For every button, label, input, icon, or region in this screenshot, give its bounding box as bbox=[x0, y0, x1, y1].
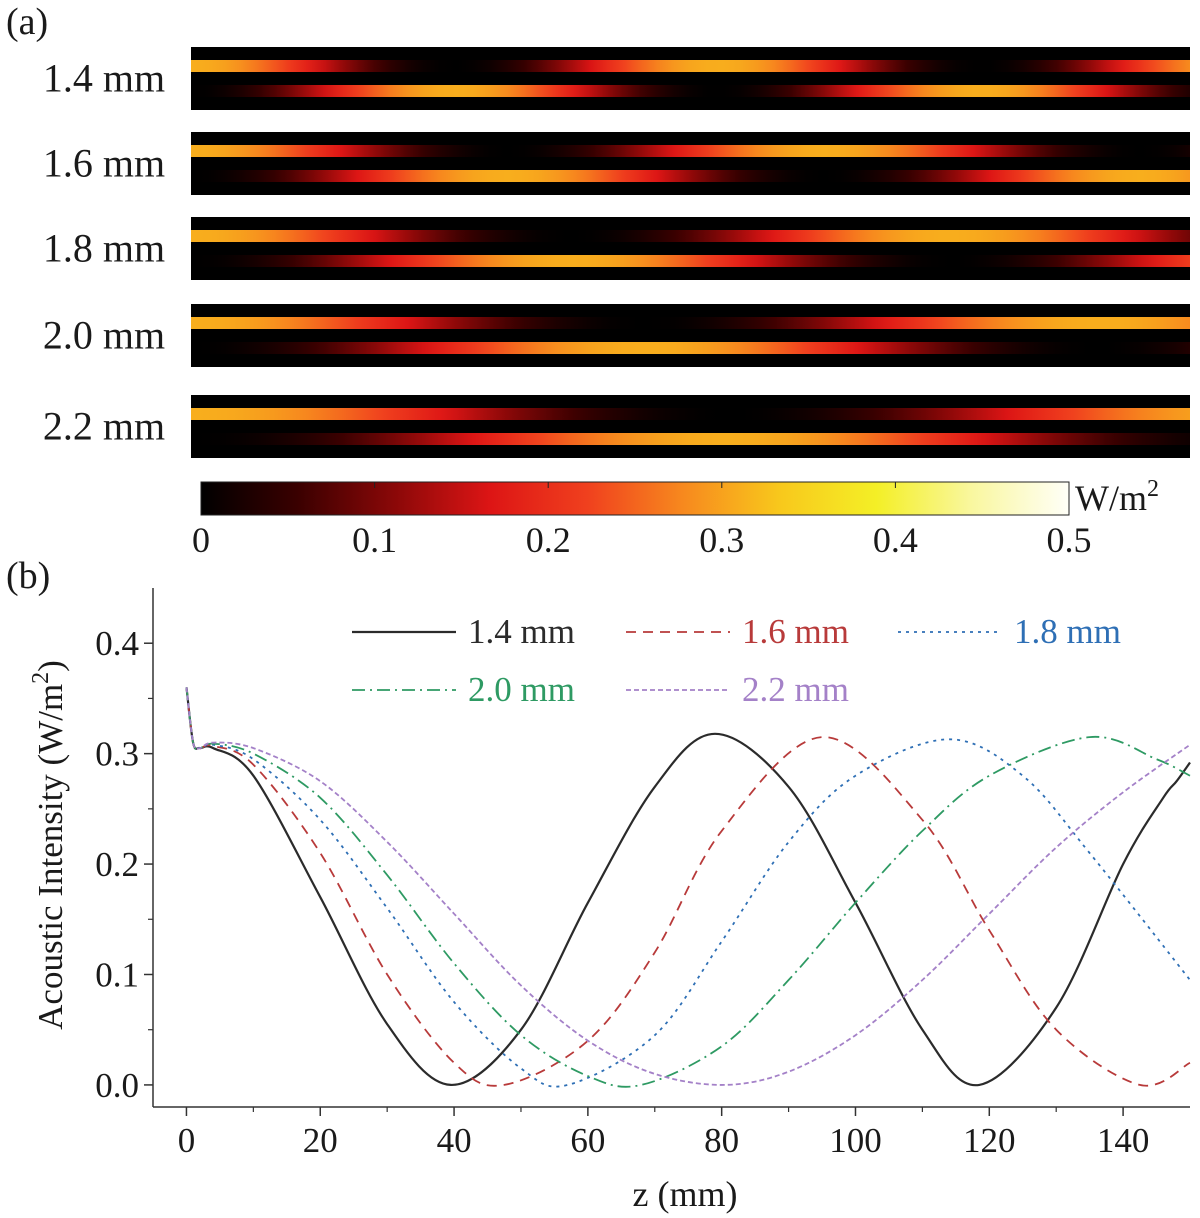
colorbar-tick-label: 0.2 bbox=[526, 520, 571, 560]
x-tick-label: 120 bbox=[963, 1121, 1016, 1160]
y-tick-label: 0.2 bbox=[95, 845, 139, 884]
x-tick-label: 100 bbox=[829, 1121, 882, 1160]
heatmap-label: 1.8 mm bbox=[43, 226, 165, 271]
legend-label: 1.8 mm bbox=[1014, 612, 1121, 651]
y-tick-label: 0.0 bbox=[95, 1066, 139, 1105]
heatmap-lower-band bbox=[191, 255, 1190, 267]
x-tick-label: 40 bbox=[437, 1121, 472, 1160]
colorbar-gradient bbox=[200, 481, 1070, 516]
colorbar-tick-label: 0.1 bbox=[352, 520, 397, 560]
colorbar-tick-label: 0.4 bbox=[873, 520, 918, 560]
heatmap-background bbox=[191, 304, 1190, 367]
heatmap-row: 1.4 mm bbox=[43, 47, 1190, 110]
heatmap-label: 2.0 mm bbox=[43, 313, 165, 358]
colorbar-tick-label: 0.3 bbox=[699, 520, 744, 560]
x-tick-label: 20 bbox=[303, 1121, 338, 1160]
heatmap-upper-band bbox=[191, 230, 1190, 242]
legend: 1.4 mm 1.6 mm 1.8 mm 2.0 mm 2.2 mm bbox=[352, 612, 1121, 709]
colorbar-tick-label: 0.5 bbox=[1047, 520, 1092, 560]
panel-b-label: (b) bbox=[6, 555, 50, 597]
chart-axes: 0 20 40 60 80 100 120 140 0.0 0.1 0.2 0.3 0.4 bbox=[95, 588, 1190, 1160]
series-line bbox=[185, 687, 1191, 1088]
heatmap-upper-band bbox=[191, 317, 1190, 329]
heatmap-row: 1.8 mm bbox=[43, 217, 1190, 280]
x-tick-label: 140 bbox=[1097, 1121, 1150, 1160]
legend-label: 1.4 mm bbox=[468, 612, 575, 651]
series-line bbox=[185, 687, 1191, 1086]
legend-label: 1.6 mm bbox=[742, 612, 849, 651]
line-chart: 0 20 40 60 80 100 120 140 0.0 0.1 0.2 0.3 0.4 z (mm)… bbox=[28, 588, 1191, 1214]
heatmap-background bbox=[191, 395, 1190, 458]
heatmap-label: 2.2 mm bbox=[43, 404, 165, 449]
y-tick-label: 0.4 bbox=[95, 624, 139, 663]
y-axis-label: Acoustic Intensity (W/m2) bbox=[28, 660, 70, 1030]
heatmap-lower-band bbox=[191, 433, 1190, 445]
x-tick-label: 60 bbox=[570, 1121, 605, 1160]
series-line bbox=[185, 687, 1191, 1087]
heatmap-upper-band bbox=[191, 60, 1190, 72]
legend-label: 2.0 mm bbox=[468, 670, 575, 709]
heatmap-background bbox=[191, 217, 1190, 280]
heatmap-lower-band bbox=[191, 342, 1190, 354]
colorbar-unit: W/m2 bbox=[1075, 476, 1159, 518]
colorbar: W/m2 0 0.1 0.2 0.3 0.4 0.5 bbox=[192, 476, 1159, 560]
heatmap-upper-band bbox=[191, 408, 1190, 420]
x-tick-label: 80 bbox=[704, 1121, 739, 1160]
series-line bbox=[185, 687, 1191, 1088]
heatmap-row: 2.2 mm bbox=[43, 395, 1190, 458]
heatmap-background bbox=[191, 132, 1190, 195]
series-line bbox=[185, 687, 1191, 1087]
heatmap-background bbox=[191, 47, 1190, 110]
heatmap-row: 2.0 mm bbox=[43, 304, 1190, 367]
x-tick-label: 0 bbox=[178, 1121, 196, 1160]
heatmap-label: 1.6 mm bbox=[43, 141, 165, 186]
heatmap-upper-band bbox=[191, 145, 1190, 157]
heatmap-lower-band bbox=[191, 85, 1190, 97]
y-tick-label: 0.3 bbox=[95, 735, 139, 774]
colorbar-ticks: 0 0.1 0.2 0.3 0.4 0.5 bbox=[192, 482, 1092, 560]
heatmap-row: 1.6 mm bbox=[43, 132, 1190, 195]
colorbar-tick-label: 0 bbox=[192, 520, 210, 560]
heatmap-label: 1.4 mm bbox=[43, 56, 165, 101]
heatmap-stack: 1.4 mm 1.6 mm 1.8 mm 2.0 mm 2.2 mm bbox=[43, 47, 1190, 458]
legend-label: 2.2 mm bbox=[742, 670, 849, 709]
chart-series bbox=[185, 687, 1191, 1088]
y-tick-label: 0.1 bbox=[95, 955, 139, 994]
heatmap-lower-band bbox=[191, 170, 1190, 182]
panel-a-label: (a) bbox=[6, 1, 48, 43]
x-axis-label: z (mm) bbox=[633, 1174, 738, 1214]
